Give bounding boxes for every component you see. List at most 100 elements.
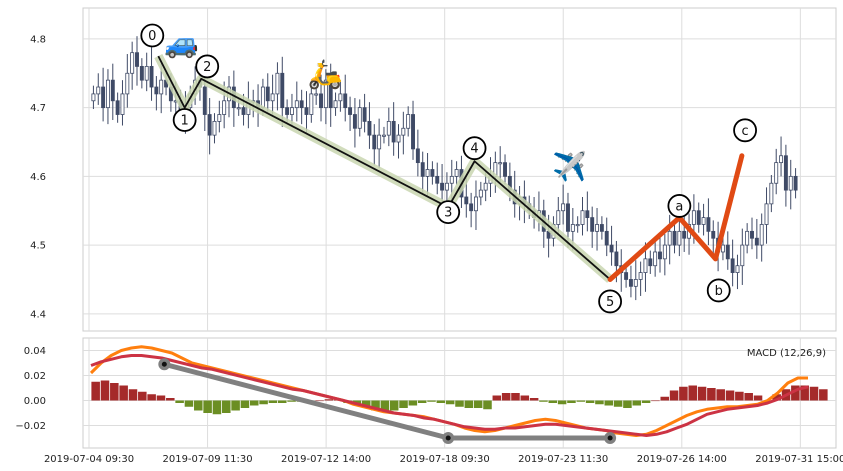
wave-label-4: 4 <box>470 142 478 157</box>
candle-down <box>754 237 759 246</box>
histogram-bar-positive <box>520 395 530 401</box>
candle-down <box>725 244 730 260</box>
candle-up <box>653 251 658 267</box>
wave-label-c: c <box>741 124 748 139</box>
candle-up <box>401 127 406 136</box>
histogram-bar-negative <box>483 400 492 410</box>
histogram-bar-positive <box>529 398 539 401</box>
candle-down <box>464 196 469 205</box>
candle-up <box>769 182 774 205</box>
candle-down <box>135 52 139 67</box>
macd-histogram <box>91 380 828 415</box>
histogram-bar-negative <box>184 400 194 407</box>
candle-down <box>391 120 396 143</box>
price-y-tick-label: 4.7 <box>30 103 46 114</box>
histogram-bar-positive <box>697 386 707 401</box>
candle-down <box>750 230 754 239</box>
histogram-bar-negative <box>436 400 446 403</box>
candle-up <box>774 162 779 184</box>
candle-down <box>352 114 357 129</box>
histogram-bar-positive <box>651 400 660 402</box>
histogram-bar-negative <box>455 400 464 407</box>
candle-up <box>309 93 314 115</box>
histogram-bar-negative <box>231 400 240 411</box>
histogram-bar-positive <box>819 389 828 401</box>
candle-up <box>144 66 149 81</box>
candle-up <box>386 120 391 136</box>
wave-label-0: 0 <box>148 29 156 44</box>
decorative-icons: 🚙 🛵 ✈️ <box>164 26 587 183</box>
candle-up <box>449 175 454 184</box>
elliott-wave-labels: 0 1 2 3 4 5 a b c <box>140 23 757 314</box>
candle-down <box>599 224 604 232</box>
histogram-bar-negative <box>361 400 371 408</box>
wave-label-circle <box>195 54 220 79</box>
candle-up <box>212 120 217 136</box>
x-tick-label: 2019-07-23 11:30 <box>518 454 608 465</box>
histogram-bar-positive <box>100 380 110 401</box>
macd-y-tick-label: −0.02 <box>15 421 46 432</box>
histogram-bar-positive <box>110 383 119 401</box>
candle-down <box>372 134 377 150</box>
histogram-bar-positive <box>669 390 679 401</box>
candle-up <box>575 224 580 227</box>
wave-label-b: b <box>715 284 723 299</box>
candle-down <box>696 210 701 225</box>
candle-up <box>454 169 459 177</box>
histogram-bar-positive <box>800 385 809 401</box>
histogram-bar-positive <box>501 393 511 401</box>
histogram-bar-negative <box>641 400 651 403</box>
candle-up <box>570 224 575 232</box>
candle-up <box>396 134 401 143</box>
candle-up <box>406 114 411 129</box>
x-tick-label: 2019-07-04 09:30 <box>44 454 134 465</box>
x-tick-labels: 2019-07-04 09:30 2019-07-09 11:30 2019-07-… <box>44 454 843 465</box>
candle-up <box>667 230 672 246</box>
histogram-bar-positive <box>315 400 324 402</box>
wave-label-circle <box>706 278 731 303</box>
histogram-bar-negative <box>548 400 558 403</box>
histogram-bar-negative <box>417 400 427 403</box>
wave-label-2: 2 <box>203 60 211 75</box>
candle-up <box>764 203 769 225</box>
candle-up <box>643 258 648 273</box>
price-y-tick-label: 4.8 <box>30 34 46 45</box>
wave-label-1: 1 <box>181 114 189 129</box>
candle-down <box>648 258 653 267</box>
candle-down <box>793 175 798 191</box>
candle-down <box>415 148 420 164</box>
candle-down <box>604 230 609 246</box>
candle-down <box>590 217 595 232</box>
wave-label-a: a <box>675 199 683 214</box>
histogram-bar-negative <box>194 400 203 411</box>
histogram-bar-negative <box>623 400 632 408</box>
x-tick-label: 2019-07-12 14:00 <box>281 454 371 465</box>
histogram-bar-positive <box>707 388 716 401</box>
histogram-bar-positive <box>324 399 334 401</box>
x-tick-label: 2019-07-26 14:00 <box>637 454 727 465</box>
histogram-bar-negative <box>613 400 623 407</box>
histogram-bar-negative <box>399 400 408 408</box>
candle-down <box>110 79 115 102</box>
histogram-bar-positive <box>688 385 697 401</box>
histogram-bar-negative <box>249 400 259 406</box>
candle-down <box>328 79 333 109</box>
candle-down <box>241 107 246 115</box>
candle-down <box>435 175 440 184</box>
histogram-bar-positive <box>679 386 688 401</box>
elliott-wave-lines <box>154 54 745 283</box>
macd-y-tick-label: 0.02 <box>24 371 46 382</box>
histogram-bar-negative <box>380 400 390 412</box>
candle-up <box>222 100 227 115</box>
histogram-bar-positive <box>735 391 744 401</box>
signal-line <box>90 354 809 437</box>
candle-down <box>343 93 348 109</box>
histogram-bar-positive <box>91 381 100 401</box>
candle-up <box>314 93 319 96</box>
candle-up <box>91 93 96 102</box>
candle-down <box>566 203 570 232</box>
candle-up <box>483 182 488 191</box>
candle-up <box>745 230 750 246</box>
histogram-bar-positive <box>138 391 147 401</box>
